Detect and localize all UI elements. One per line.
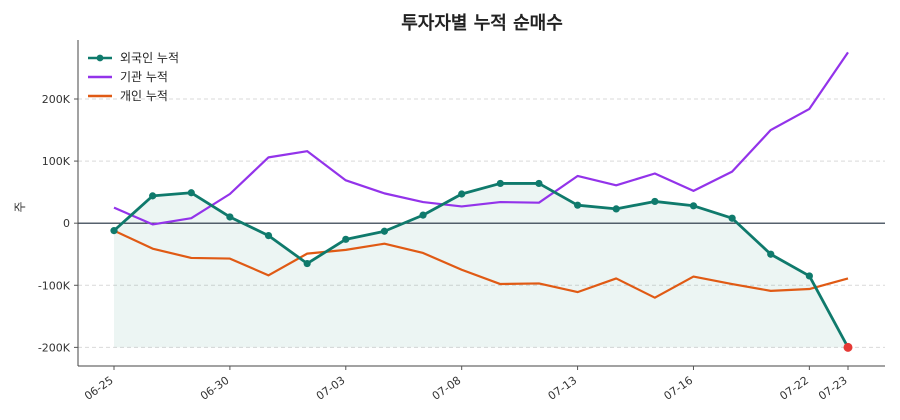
data-point xyxy=(187,189,195,197)
data-point xyxy=(264,232,273,240)
x-tick-label: 06-30 xyxy=(198,374,232,403)
data-point xyxy=(110,227,118,235)
legend-label: 기관 누적 xyxy=(120,70,168,84)
legend-label: 개인 누적 xyxy=(120,89,168,103)
y-tick-label: 100K xyxy=(42,155,71,168)
x-tick-label: 07-23 xyxy=(816,374,850,403)
data-point xyxy=(380,227,389,235)
data-point xyxy=(496,179,504,188)
data-point xyxy=(342,235,350,243)
y-tick-label: 0 xyxy=(63,217,70,230)
grid-lines xyxy=(78,98,885,348)
series-fill-area xyxy=(114,183,848,348)
y-tick-label: -200K xyxy=(38,341,71,354)
data-point xyxy=(226,213,234,221)
x-tick-label: 07-16 xyxy=(662,374,696,403)
data-point xyxy=(303,259,311,268)
data-point xyxy=(651,197,659,206)
series-line xyxy=(113,182,850,349)
x-tick-label: 07-08 xyxy=(430,374,464,403)
data-point xyxy=(805,272,813,280)
y-tick-label: -100K xyxy=(38,279,71,292)
legend-label: 외국인 누적 xyxy=(120,51,179,65)
y-tick-label: 200K xyxy=(42,93,71,106)
fill-area-layer xyxy=(114,183,848,348)
data-point xyxy=(419,211,427,219)
x-tick-label: 07-03 xyxy=(314,374,348,403)
series-line xyxy=(113,51,849,226)
x-ticks: 06-25 06-30 07-03 07-08 07-13 07-16 07-22 07-23 xyxy=(82,366,850,403)
data-point xyxy=(612,205,620,213)
y-axis-label: 주 xyxy=(13,201,27,212)
data-point xyxy=(689,202,698,210)
data-point xyxy=(458,190,466,198)
y-ticks: -200K -100K 0 100K 200K xyxy=(38,93,78,354)
x-tick-label: 06-25 xyxy=(82,374,116,403)
series-layer xyxy=(110,51,853,352)
axes xyxy=(77,40,885,367)
x-tick-label: 07-13 xyxy=(546,374,580,403)
series-line xyxy=(113,229,849,299)
legend-marker xyxy=(96,54,104,62)
data-point xyxy=(535,179,543,188)
x-tick-label: 07-22 xyxy=(777,374,811,403)
last-point-marker xyxy=(843,342,853,352)
data-point xyxy=(149,192,157,200)
chart-title: 투자자별 누적 순매수 xyxy=(401,13,563,34)
data-point xyxy=(573,201,582,209)
data-point xyxy=(767,250,775,258)
data-point xyxy=(728,214,736,222)
